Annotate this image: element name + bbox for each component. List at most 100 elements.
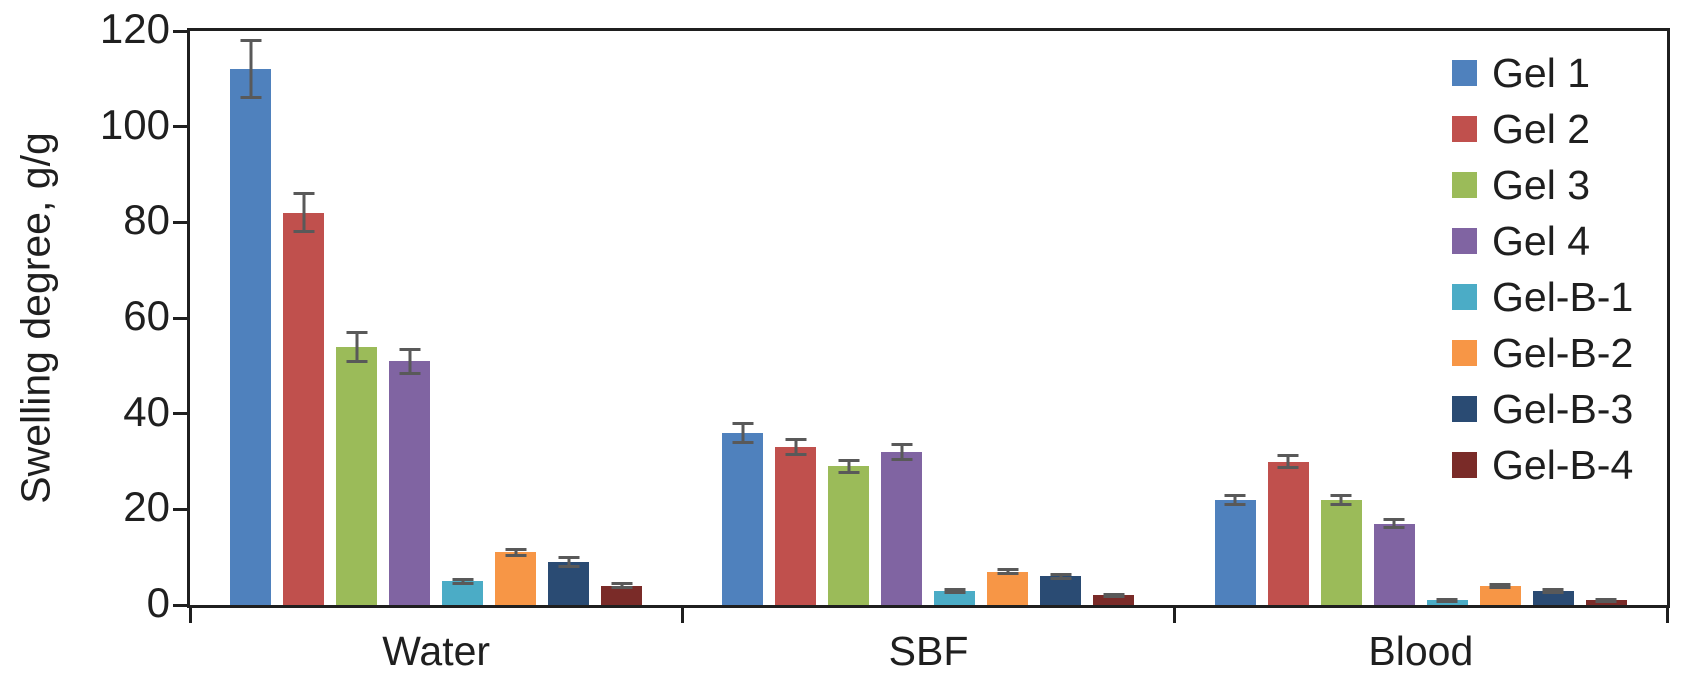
- bar-gel-b-1-sbf: [934, 587, 976, 605]
- bar-gel-1-water: [230, 39, 272, 605]
- error-bar-cap-top: [1050, 572, 1072, 576]
- y-axis-tick: [173, 220, 187, 224]
- legend: Gel 1 Gel 2 Gel 3 Gel 4 Gel-B-1 Gel-B-2 Gel-B-…: [1452, 45, 1633, 493]
- error-bar-cap-bottom: [1436, 599, 1458, 603]
- bar-gel-3-water: [336, 330, 378, 605]
- bar-gel-4-water: [389, 347, 431, 605]
- bar-gel-b-4-sbf: [1093, 592, 1135, 605]
- legend-item-gel-2: Gel 2: [1452, 101, 1633, 157]
- legend-item-gel-b-1: Gel-B-1: [1452, 269, 1633, 325]
- error-bar-cap-bottom: [732, 440, 754, 444]
- legend-label: Gel-B-4: [1492, 441, 1634, 488]
- y-axis-tick-label: 100: [99, 100, 170, 148]
- bar-gel-2-water: [283, 192, 325, 605]
- error-bar-line: [847, 460, 851, 473]
- y-axis-tick-label: 80: [123, 196, 170, 244]
- error-bar-cap-bottom: [399, 371, 421, 375]
- y-axis-tick: [173, 603, 187, 607]
- error-bar-cap-bottom: [1103, 595, 1125, 599]
- legend-label: Gel 2: [1492, 105, 1590, 152]
- bar-gel-b-4-water: [601, 582, 643, 605]
- error-bar-cap-bottom: [1383, 526, 1405, 529]
- error-bar-cap-bottom: [997, 572, 1019, 576]
- bar-gel-b-2-sbf: [987, 567, 1029, 605]
- error-bar-cap-top: [611, 582, 633, 586]
- error-bar-cap-bottom: [611, 586, 633, 590]
- error-bar-cap-top: [1489, 582, 1511, 586]
- error-bar-cap-top: [1383, 518, 1405, 522]
- error-bar-line: [1233, 495, 1237, 505]
- bar-gel-3-blood: [1320, 493, 1362, 605]
- error-bar-line: [408, 349, 412, 374]
- error-bar-cap-bottom: [838, 470, 860, 474]
- error-bar-line: [1339, 495, 1343, 505]
- error-bar-cap-bottom: [785, 452, 807, 456]
- y-axis-tick: [173, 125, 187, 129]
- error-bar-cap-bottom: [1277, 465, 1299, 469]
- error-bar-cap-bottom: [505, 553, 527, 557]
- error-bar-line: [794, 439, 798, 455]
- error-bar-cap-bottom: [1050, 576, 1072, 580]
- legend-label: Gel-B-2: [1492, 329, 1634, 376]
- error-bar-cap-bottom: [1595, 599, 1617, 603]
- error-bar-cap-top: [838, 459, 860, 463]
- error-bar-line: [249, 40, 253, 98]
- error-bar-line: [461, 579, 465, 583]
- legend-swatch-icon: [1452, 116, 1477, 142]
- legend-swatch-icon: [1452, 172, 1477, 198]
- error-bar-cap-bottom: [891, 457, 913, 461]
- legend-item-gel-3: Gel 3: [1452, 157, 1633, 213]
- error-bar-cap-top: [997, 567, 1019, 571]
- y-axis-tick-label: 0: [146, 579, 170, 627]
- error-bar-cap-top: [1542, 587, 1564, 591]
- x-axis-tick: [1173, 608, 1177, 623]
- x-axis-tick: [188, 608, 192, 623]
- bar-gel-b-1-blood: [1426, 597, 1468, 605]
- error-bar-cap-top: [452, 577, 474, 581]
- error-bar-cap-top: [399, 347, 421, 351]
- legend-item-gel-b-2: Gel-B-2: [1452, 325, 1633, 381]
- x-axis-tick: [1665, 608, 1669, 623]
- legend-item-gel-b-3: Gel-B-3: [1452, 381, 1633, 437]
- legend-label: Gel 3: [1492, 161, 1590, 208]
- error-bar-cap-top: [1330, 493, 1352, 497]
- error-bar-cap-top: [346, 330, 368, 334]
- error-bar-cap-bottom: [1489, 585, 1511, 589]
- x-category-label: Water: [382, 628, 491, 674]
- error-bar-cap-top: [240, 39, 262, 43]
- error-bar-line: [567, 557, 571, 567]
- bar-gel-4-sbf: [881, 443, 923, 605]
- bar-group-water: [190, 31, 682, 605]
- error-bar-cap-top: [785, 438, 807, 442]
- bar-gel-b-2-water: [495, 548, 537, 605]
- bar-gel-2-sbf: [775, 438, 817, 605]
- bar-gel-2-blood: [1267, 454, 1309, 605]
- error-bar-line: [1392, 519, 1396, 528]
- legend-swatch-icon: [1452, 284, 1477, 310]
- error-bar-cap-bottom: [293, 230, 315, 234]
- bar-gel-b-2-blood: [1479, 582, 1521, 605]
- error-bar-cap-top: [1595, 597, 1617, 601]
- plot-area: Gel 1 Gel 2 Gel 3 Gel 4 Gel-B-1 Gel-B-2 Gel-B-…: [187, 28, 1670, 608]
- x-category-label: Blood: [1368, 628, 1474, 674]
- error-bar-line: [620, 583, 624, 588]
- error-bar-line: [1286, 455, 1290, 468]
- y-axis-tick-label: 120: [99, 5, 170, 53]
- error-bar-line: [302, 193, 306, 232]
- legend-swatch-icon: [1452, 452, 1477, 478]
- error-bar-cap-bottom: [558, 565, 580, 569]
- error-bar-cap-top: [1103, 592, 1125, 596]
- error-bar-line: [900, 444, 904, 460]
- y-axis-tick-label: 20: [123, 483, 170, 531]
- error-bar-cap-bottom: [1330, 503, 1352, 507]
- bar-gel-b-3-water: [548, 555, 590, 605]
- error-bar-line: [1059, 574, 1063, 579]
- bar-group-sbf: [682, 31, 1174, 605]
- legend-item-gel-1: Gel 1: [1452, 45, 1633, 101]
- error-bar-line: [355, 332, 359, 362]
- bar-gel-1-sbf: [722, 421, 764, 605]
- error-bar-cap-top: [505, 548, 527, 552]
- error-bar-cap-top: [293, 192, 315, 196]
- x-category-label: SBF: [888, 628, 969, 674]
